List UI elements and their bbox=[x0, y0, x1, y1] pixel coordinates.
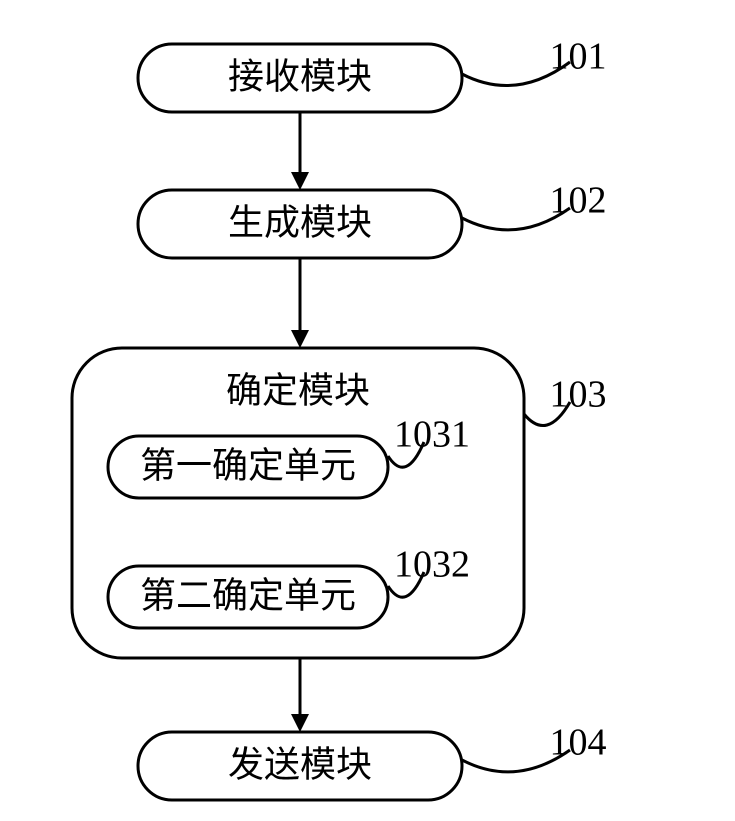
ref-label-n1031: 1031 bbox=[394, 414, 470, 456]
node-label-n101: 接收模块 bbox=[228, 56, 372, 96]
node-n104: 发送模块 104 bbox=[138, 722, 607, 800]
edge-n101-n102 bbox=[291, 112, 309, 190]
node-n101: 接收模块 101 bbox=[138, 36, 607, 112]
node-n102: 生成模块 102 bbox=[138, 180, 607, 258]
node-n1031: 第一确定单元 1031 bbox=[108, 414, 470, 498]
node-label-n1032: 第二确定单元 bbox=[140, 575, 356, 615]
ref-label-n103: 103 bbox=[550, 374, 607, 416]
node-label-n102: 生成模块 bbox=[228, 202, 372, 242]
ref-label-n104: 104 bbox=[550, 722, 607, 764]
ref-label-n1032: 1032 bbox=[394, 544, 470, 586]
node-n1032: 第二确定单元 1032 bbox=[108, 544, 470, 628]
edge-n102-n103 bbox=[291, 258, 309, 348]
node-label-n1031: 第一确定单元 bbox=[140, 445, 356, 485]
ref-label-n102: 102 bbox=[550, 180, 607, 222]
node-label-n103: 确定模块 bbox=[226, 370, 370, 410]
ref-label-n101: 101 bbox=[550, 36, 607, 78]
node-label-n104: 发送模块 bbox=[228, 744, 372, 784]
edge-n103-n104 bbox=[291, 658, 309, 732]
